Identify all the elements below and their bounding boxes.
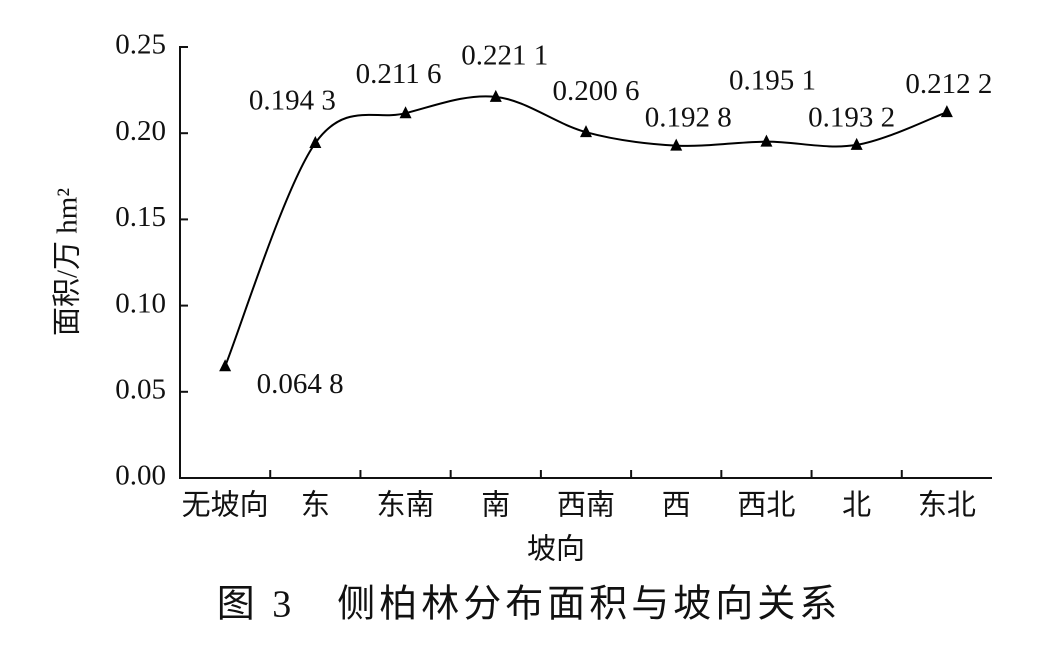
y-tick-label: 0.15 [115,201,166,233]
marker [850,137,863,150]
x-tick-label: 北 [842,490,871,522]
data-label: 0.200 6 [553,75,640,107]
marker [670,138,683,151]
y-tick-label: 0.10 [115,287,166,319]
y-tick-label: 0.00 [115,460,166,492]
x-tick-label: 西 [662,490,691,522]
marker [760,134,773,147]
x-tick-label: 西北 [737,490,795,522]
data-label: 0.194 3 [249,85,336,117]
data-label: 0.195 1 [729,64,816,96]
marker [219,359,232,372]
chart-title: 图 3 侧柏林分布面积与坡向关系 [217,584,842,626]
marker [489,89,502,102]
y-tick-label: 0.05 [115,373,166,405]
x-axis-label: 坡向 [527,533,585,566]
marker [309,136,322,149]
data-label: 0.193 2 [808,102,895,134]
y-tick-label: 0.20 [115,115,166,147]
marker [580,125,592,138]
x-tick-label: 南 [481,489,510,522]
data-label: 0.211 6 [356,58,442,90]
x-tick-label: 东南 [377,489,435,522]
x-tick-label: 无坡向 [182,489,269,522]
data-label: 0.192 8 [645,101,732,133]
x-tick-label: 东 [301,489,330,522]
y-axis-label: 面积/万 hm² [52,188,84,336]
data-label: 0.064 8 [257,368,344,400]
data-label: 0.221 1 [461,39,548,71]
marker [399,106,412,119]
x-tick-label: 东北 [918,489,976,522]
x-tick-label: 西南 [557,489,615,522]
marker [940,105,953,118]
y-tick-label: 0.25 [115,29,166,61]
data-label: 0.212 2 [905,68,992,100]
